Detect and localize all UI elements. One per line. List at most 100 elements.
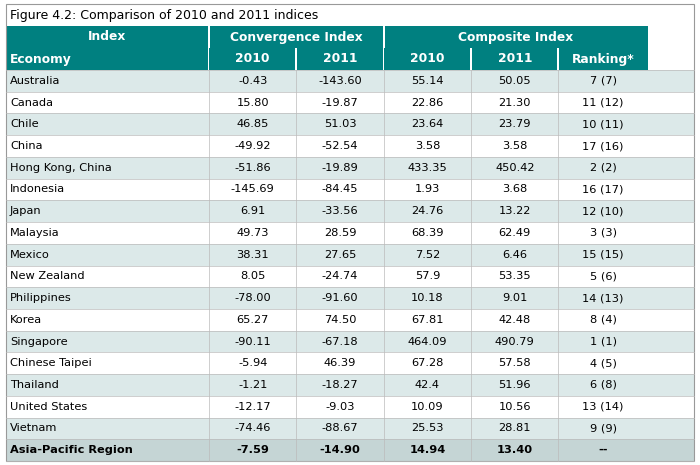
Text: -7.59: -7.59	[236, 445, 269, 455]
Text: -12.17: -12.17	[234, 402, 271, 412]
Text: Chinese Taipei: Chinese Taipei	[10, 358, 92, 368]
Bar	[6, 222, 694, 244]
Text: 55.14: 55.14	[411, 76, 444, 86]
Text: 4 (5): 4 (5)	[589, 358, 617, 368]
Text: 53.35: 53.35	[498, 272, 531, 281]
Text: 464.09: 464.09	[407, 337, 447, 346]
Text: -88.67: -88.67	[322, 424, 358, 433]
Text: 23.79: 23.79	[498, 120, 531, 129]
Text: United States: United States	[10, 402, 88, 412]
Text: 65.27: 65.27	[237, 315, 269, 325]
Text: -143.60: -143.60	[318, 76, 362, 86]
Bar	[6, 439, 694, 461]
Text: 57.58: 57.58	[498, 358, 531, 368]
Text: 2010: 2010	[235, 53, 270, 66]
Text: 10.18: 10.18	[411, 293, 444, 303]
Text: 6.91: 6.91	[240, 206, 265, 216]
Text: -78.00: -78.00	[234, 293, 271, 303]
Bar	[6, 352, 694, 374]
Text: 2011: 2011	[323, 53, 357, 66]
Text: 15.80: 15.80	[237, 98, 269, 107]
Text: 16 (17): 16 (17)	[582, 185, 624, 194]
Text: 10.09: 10.09	[411, 402, 444, 412]
Text: 3.68: 3.68	[502, 185, 527, 194]
Text: 42.48: 42.48	[498, 315, 531, 325]
Text: Singapore: Singapore	[10, 337, 68, 346]
Text: 14.94: 14.94	[410, 445, 445, 455]
Text: Convergence Index: Convergence Index	[230, 31, 363, 44]
Text: 51.96: 51.96	[498, 380, 531, 390]
Text: Australia: Australia	[10, 76, 60, 86]
Text: -52.54: -52.54	[322, 141, 358, 151]
Text: 1 (1): 1 (1)	[589, 337, 617, 346]
Text: 9 (9): 9 (9)	[589, 424, 617, 433]
Bar	[383, 26, 385, 48]
Bar	[209, 26, 384, 48]
Text: 450.42: 450.42	[495, 163, 535, 173]
Text: 46.39: 46.39	[324, 358, 356, 368]
Bar	[6, 244, 694, 266]
Text: 28.59: 28.59	[324, 228, 356, 238]
Text: 6 (8): 6 (8)	[589, 380, 617, 390]
Text: 10.56: 10.56	[498, 402, 531, 412]
Text: 13.40: 13.40	[497, 445, 533, 455]
Text: 15 (15): 15 (15)	[582, 250, 624, 259]
Text: 2011: 2011	[498, 53, 532, 66]
Bar	[557, 48, 559, 70]
Text: 10 (11): 10 (11)	[582, 120, 624, 129]
Text: 8.05: 8.05	[240, 272, 265, 281]
Text: 74.50: 74.50	[324, 315, 356, 325]
Text: 17 (16): 17 (16)	[582, 141, 624, 151]
Text: Composite Index: Composite Index	[458, 31, 573, 44]
Bar	[6, 266, 694, 287]
Text: Indonesia: Indonesia	[10, 185, 65, 194]
Text: -90.11: -90.11	[234, 337, 271, 346]
Text: 490.79: 490.79	[495, 337, 535, 346]
Text: Thailand: Thailand	[10, 380, 59, 390]
Text: 433.35: 433.35	[407, 163, 447, 173]
Text: -145.69: -145.69	[231, 185, 274, 194]
Text: 8 (4): 8 (4)	[589, 315, 617, 325]
Bar	[6, 287, 694, 309]
Text: 27.65: 27.65	[324, 250, 356, 259]
Text: -24.74: -24.74	[322, 272, 358, 281]
Text: 28.81: 28.81	[498, 424, 531, 433]
Bar	[6, 4, 694, 26]
Text: -74.46: -74.46	[234, 424, 271, 433]
Text: 42.4: 42.4	[415, 380, 440, 390]
Text: 11 (12): 11 (12)	[582, 98, 624, 107]
Text: -49.92: -49.92	[234, 141, 271, 151]
Text: 57.9: 57.9	[414, 272, 440, 281]
Bar	[6, 179, 694, 200]
Bar	[6, 48, 209, 70]
Text: 25.53: 25.53	[411, 424, 444, 433]
Text: -51.86: -51.86	[234, 163, 271, 173]
Text: 46.85: 46.85	[237, 120, 269, 129]
Text: -9.03: -9.03	[326, 402, 355, 412]
Bar	[384, 26, 648, 48]
Text: 38.31: 38.31	[237, 250, 269, 259]
Text: China: China	[10, 141, 43, 151]
Text: Korea: Korea	[10, 315, 42, 325]
Text: 62.49: 62.49	[498, 228, 531, 238]
Text: Vietnam: Vietnam	[10, 424, 57, 433]
Bar	[296, 48, 384, 70]
Text: -67.18: -67.18	[322, 337, 358, 346]
Bar	[6, 70, 694, 92]
Text: 1.93: 1.93	[414, 185, 440, 194]
Bar	[6, 200, 694, 222]
Text: -91.60: -91.60	[322, 293, 358, 303]
Text: Ranking*: Ranking*	[572, 53, 635, 66]
Bar	[6, 309, 694, 331]
Text: Asia-Pacific Region: Asia-Pacific Region	[10, 445, 133, 455]
Bar	[208, 26, 210, 48]
Text: -84.45: -84.45	[322, 185, 358, 194]
Text: -5.94: -5.94	[238, 358, 267, 368]
Text: Economy: Economy	[10, 53, 71, 66]
Text: 23.64: 23.64	[412, 120, 444, 129]
Text: Figure 4.2: Comparison of 2010 and 2011 indices: Figure 4.2: Comparison of 2010 and 2011 …	[10, 8, 318, 21]
Text: 13.22: 13.22	[498, 206, 531, 216]
Text: 49.73: 49.73	[237, 228, 269, 238]
Text: 21.30: 21.30	[498, 98, 531, 107]
Bar	[6, 135, 694, 157]
